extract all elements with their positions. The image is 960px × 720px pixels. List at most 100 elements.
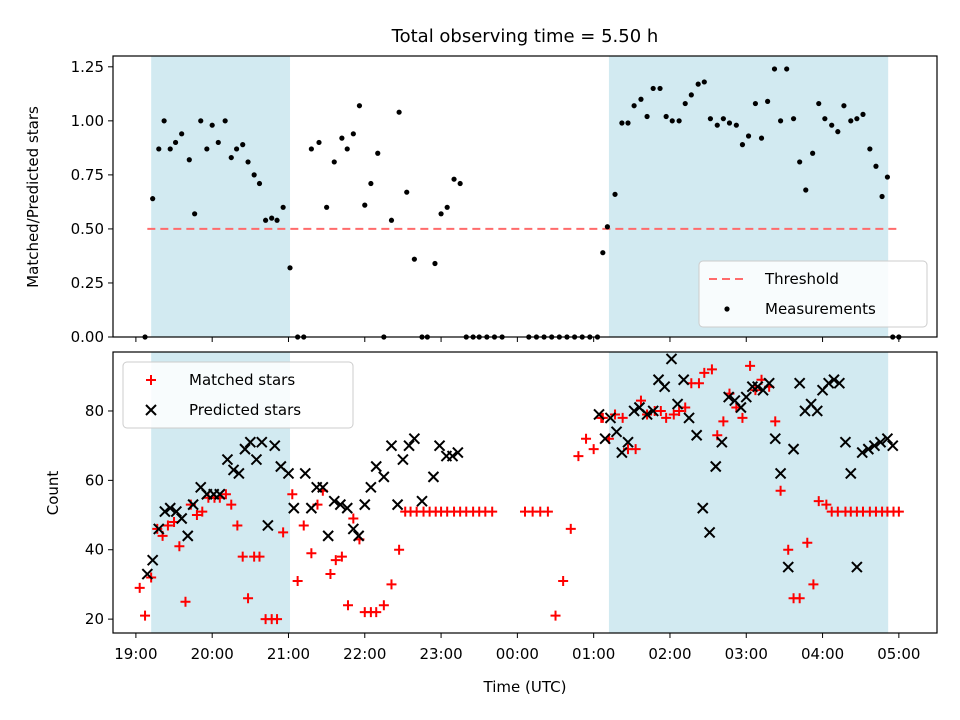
- predicted-star-point: [334, 498, 347, 511]
- matched-star-point: [893, 506, 904, 517]
- measurement-point: [816, 100, 822, 107]
- matched-star-point: [794, 593, 805, 604]
- measurement-point: [411, 256, 417, 262]
- measurement-point: [215, 139, 221, 146]
- predicted-star-point: [322, 530, 334, 542]
- matched-star-point: [630, 444, 641, 455]
- measurement-point: [280, 204, 286, 210]
- measurement-point: [161, 118, 167, 124]
- matched-star-point: [306, 548, 317, 559]
- matched-star-point: [254, 551, 265, 562]
- predicted-star-point: [221, 453, 234, 466]
- measurement-point: [324, 204, 330, 210]
- measurement-point: [262, 217, 269, 223]
- predicted-star-point: [782, 561, 794, 573]
- predicted-star-point: [378, 471, 390, 483]
- predicted-star-point: [416, 495, 428, 507]
- measurement-point: [198, 118, 204, 124]
- matched-star-point: [237, 551, 248, 562]
- predicted-star-point: [328, 495, 340, 507]
- predicted-star-point: [214, 488, 226, 500]
- predicted-star-point: [262, 519, 274, 532]
- predicted-star-point: [628, 405, 640, 417]
- matched-star-point: [737, 412, 748, 423]
- predicted-star-point: [622, 436, 634, 448]
- measurement-point: [396, 109, 402, 115]
- predicted-star-point: [146, 554, 159, 566]
- matched-star-point: [278, 527, 289, 538]
- y-axis-label-top: Matched/Predicted stars: [24, 106, 42, 288]
- measurement-point: [765, 98, 771, 104]
- legend-measurement-marker: [724, 306, 730, 312]
- predicted-star-point: [604, 412, 617, 424]
- predicted-star-point: [359, 498, 371, 511]
- predicted-star-point: [269, 439, 281, 452]
- measurement-point: [720, 116, 726, 122]
- matched-star-point: [386, 579, 397, 590]
- matched-star-point: [661, 412, 672, 423]
- predicted-star-point: [710, 460, 722, 473]
- measurement-point: [269, 215, 275, 221]
- measurement-point: [625, 120, 631, 126]
- predicted-star-point: [787, 443, 800, 455]
- matched-star-point: [487, 506, 498, 517]
- matched-star-point: [342, 600, 353, 611]
- predicted-star-point: [244, 436, 257, 448]
- matched-star-point: [371, 607, 382, 618]
- legend-box: [122, 361, 354, 429]
- measurement-point: [339, 135, 345, 141]
- predicted-star-point: [881, 433, 894, 445]
- measurement-point: [356, 103, 363, 109]
- predicted-star-point: [769, 433, 781, 445]
- matched-star-point: [617, 412, 628, 423]
- matched-star-point: [378, 600, 389, 611]
- matched-star-point: [197, 506, 208, 517]
- x-tick-label: 21:00: [267, 645, 310, 663]
- predicted-star-point: [677, 374, 690, 386]
- measurement-point: [884, 174, 891, 180]
- matched-star-point: [745, 360, 756, 371]
- bottom-panel: 20 40 60 80 19:00 20:00 21:00 22:00 23:00 00:00 01…: [85, 351, 938, 663]
- measurement-point: [274, 217, 280, 223]
- predicted-star-point: [793, 377, 806, 389]
- legend-label: Threshold: [764, 270, 839, 288]
- measurement-point: [172, 139, 179, 146]
- measurement-point: [256, 180, 263, 187]
- predicted-star-point: [616, 446, 628, 459]
- measurement-point: [432, 260, 438, 267]
- measurement-point: [604, 224, 611, 230]
- predicted-star-point: [341, 502, 353, 514]
- matched-star-point: [655, 405, 666, 416]
- matched-star-point: [550, 610, 561, 621]
- predicted-star-point: [887, 439, 899, 452]
- matched-star-point: [191, 510, 202, 521]
- legend-label: Predicted stars: [189, 401, 301, 419]
- measurement-point: [350, 131, 356, 137]
- matched-star-point: [243, 593, 254, 604]
- matched-star-point: [802, 537, 813, 548]
- predicted-star-point: [839, 436, 852, 448]
- measurement-point: [179, 131, 185, 137]
- matched-star-point: [325, 569, 336, 580]
- measurement-point: [695, 81, 701, 87]
- predicted-star-point: [408, 433, 421, 445]
- matched-star-point: [134, 582, 145, 593]
- predicted-star-point: [153, 523, 165, 535]
- predicted-star-point: [227, 464, 240, 476]
- matched-star-point: [718, 416, 729, 427]
- measurement-point: [457, 180, 463, 187]
- measurement-point: [682, 100, 688, 107]
- predicted-star-point: [175, 512, 188, 525]
- measurement-point: [362, 202, 368, 208]
- predicted-star-point: [256, 436, 268, 448]
- measurement-point: [638, 96, 644, 102]
- matched-star-point: [152, 523, 163, 534]
- legend: Threshold Measurements: [698, 260, 928, 328]
- predicted-star-point: [703, 526, 716, 539]
- predicted-star-point: [427, 471, 440, 483]
- matched-star-point: [558, 575, 569, 586]
- predicted-star-point: [317, 481, 329, 494]
- y-tick-label: 60: [85, 471, 104, 489]
- predicted-star-point: [305, 502, 318, 514]
- matched-star-point: [813, 496, 824, 507]
